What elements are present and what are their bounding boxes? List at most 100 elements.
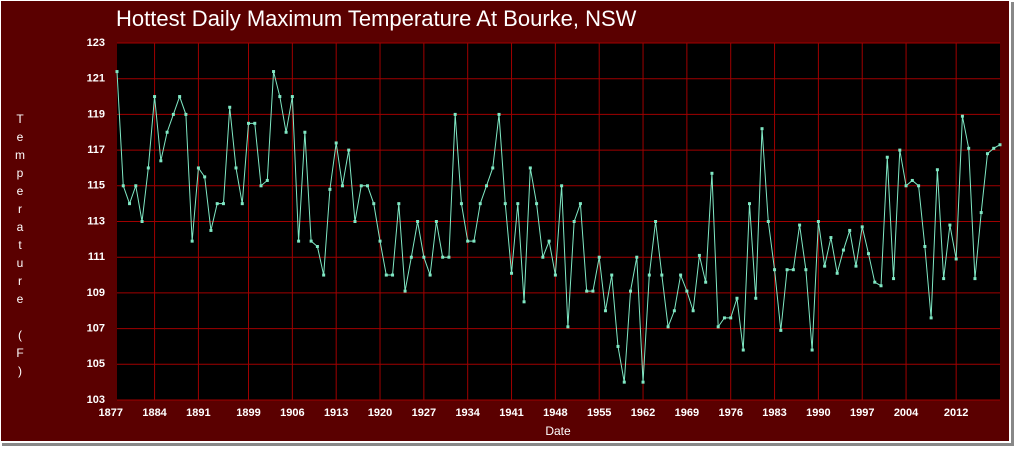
point xyxy=(365,184,369,188)
point xyxy=(384,273,388,277)
point xyxy=(372,202,376,206)
point xyxy=(522,300,526,304)
point xyxy=(741,348,745,352)
point xyxy=(967,146,971,150)
point xyxy=(221,202,225,206)
line xyxy=(116,71,1001,383)
point xyxy=(885,155,889,159)
point xyxy=(478,202,482,206)
point xyxy=(403,289,407,293)
point xyxy=(635,255,639,259)
y-tick-label: 121 xyxy=(87,73,105,85)
point xyxy=(841,248,845,252)
point xyxy=(798,223,802,227)
point xyxy=(472,239,476,243)
point xyxy=(935,168,939,172)
point xyxy=(510,271,514,275)
point xyxy=(453,112,457,116)
point xyxy=(948,223,952,227)
point xyxy=(578,202,582,206)
x-tick-label: 1891 xyxy=(186,407,210,419)
point xyxy=(134,184,138,188)
point xyxy=(904,184,908,188)
point xyxy=(854,264,858,268)
point xyxy=(409,255,413,259)
point xyxy=(309,239,313,243)
point xyxy=(892,277,896,281)
point xyxy=(622,380,626,384)
point xyxy=(923,244,927,248)
x-tick-label: 1877 xyxy=(98,407,122,419)
point xyxy=(347,148,351,152)
point xyxy=(666,325,670,329)
point xyxy=(879,284,883,288)
point xyxy=(290,95,294,99)
point xyxy=(153,95,157,99)
point xyxy=(685,289,689,293)
x-tick-label: 1983 xyxy=(762,407,786,419)
point xyxy=(234,166,238,170)
point xyxy=(541,255,545,259)
point xyxy=(128,202,132,206)
point xyxy=(378,239,382,243)
point xyxy=(979,211,983,215)
point xyxy=(359,184,363,188)
point xyxy=(328,187,332,191)
point xyxy=(535,202,539,206)
y-tick-label: 123 xyxy=(87,37,105,49)
point xyxy=(209,228,213,232)
point xyxy=(566,325,570,329)
point xyxy=(178,95,182,99)
point xyxy=(434,220,438,223)
point xyxy=(760,127,764,131)
point xyxy=(553,273,557,277)
x-tick-label: 1906 xyxy=(280,407,304,419)
point xyxy=(766,220,770,223)
point xyxy=(748,202,752,206)
point xyxy=(322,273,326,277)
point xyxy=(610,273,614,277)
point xyxy=(459,202,463,206)
point xyxy=(315,244,319,248)
point xyxy=(810,348,814,352)
point xyxy=(159,159,163,163)
y-tick-label: 113 xyxy=(87,215,105,227)
point xyxy=(572,220,576,223)
x-tick-label: 1899 xyxy=(236,407,260,419)
point xyxy=(447,255,451,259)
chart-title: Hottest Daily Maximum Temperature At Bou… xyxy=(116,6,637,31)
point xyxy=(866,252,870,256)
point xyxy=(140,220,144,223)
point xyxy=(697,253,701,257)
point xyxy=(735,296,739,300)
point xyxy=(560,184,564,188)
point xyxy=(973,277,977,281)
x-tick-label: 1941 xyxy=(499,407,523,419)
point xyxy=(397,202,401,206)
y-tick-label: 119 xyxy=(87,108,105,120)
point xyxy=(835,271,839,275)
point xyxy=(773,268,777,272)
x-tick-label: 1927 xyxy=(412,407,436,419)
point xyxy=(804,268,808,272)
y-tick-label: 103 xyxy=(87,394,105,406)
point xyxy=(215,202,219,206)
point xyxy=(998,143,1002,147)
point xyxy=(353,220,357,223)
point xyxy=(910,178,914,182)
point xyxy=(484,184,488,188)
point xyxy=(146,166,150,170)
point xyxy=(641,380,645,384)
point xyxy=(340,184,344,188)
x-tick-label: 1969 xyxy=(675,407,699,419)
point xyxy=(942,277,946,281)
point xyxy=(704,280,708,284)
point xyxy=(691,309,695,313)
point xyxy=(722,316,726,320)
point xyxy=(253,121,257,125)
point xyxy=(528,166,532,170)
y-tick-label: 111 xyxy=(88,251,105,263)
y-tick-label: 105 xyxy=(87,358,105,370)
point xyxy=(497,112,501,116)
x-tick-label: 1962 xyxy=(631,407,655,419)
